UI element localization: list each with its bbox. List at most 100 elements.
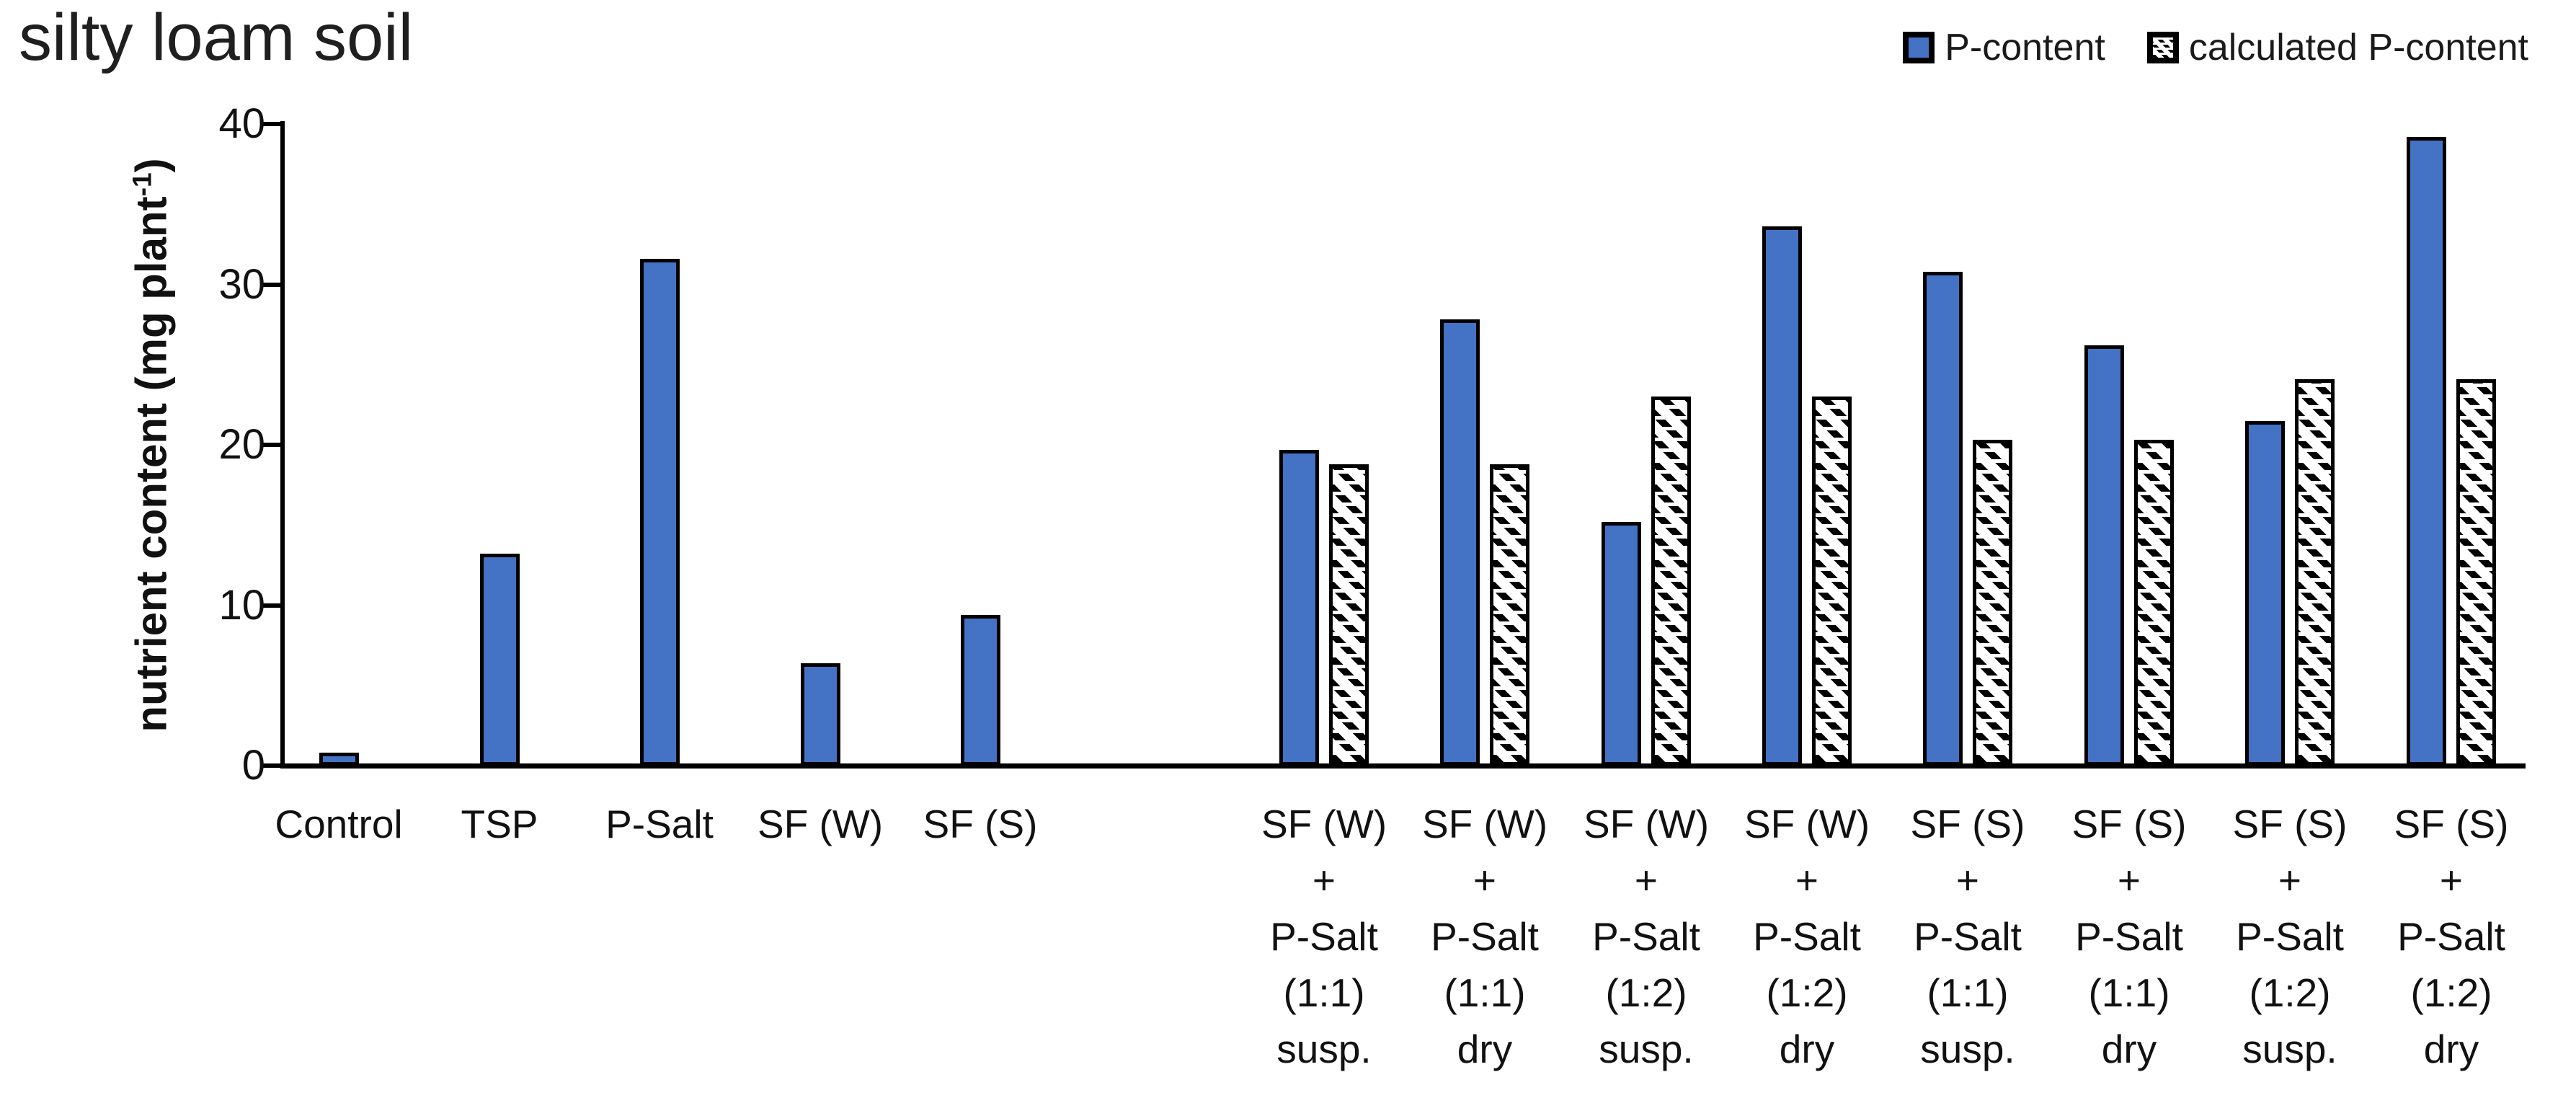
bar-p-content bbox=[1279, 449, 1319, 766]
legend-item-p-content: P-content bbox=[1903, 26, 2105, 69]
category-label-line: P-Salt bbox=[2075, 914, 2183, 959]
category-label-line: SF (W) bbox=[757, 802, 884, 846]
category-label-line: + bbox=[2117, 858, 2141, 903]
category-label-line: susp. bbox=[2242, 1027, 2337, 1071]
y-axis-tick-label: 10 bbox=[218, 581, 265, 629]
bar-p-content bbox=[319, 753, 359, 766]
bar-p-content bbox=[1762, 226, 1802, 766]
legend-swatch-p-content-icon bbox=[1903, 32, 1935, 63]
category-label: SF (S) + P-Salt (1:1) susp. bbox=[1911, 796, 2025, 1077]
y-axis-tick-mark bbox=[261, 443, 281, 447]
category-label: SF (W) + P-Salt (1:2) dry bbox=[1744, 796, 1870, 1077]
category-label-line: P-Salt bbox=[1753, 914, 1861, 959]
legend: P-content calculated P-content bbox=[1903, 26, 2528, 69]
category-label-line: P-Salt bbox=[1431, 914, 1539, 959]
x-axis-line bbox=[280, 763, 2526, 769]
bar-calculated-p-content bbox=[2295, 378, 2335, 766]
y-axis-tick-label: 20 bbox=[218, 421, 265, 468]
y-axis-tick-label: 30 bbox=[218, 260, 265, 308]
legend-swatch-calculated-p-content-icon bbox=[2146, 32, 2179, 63]
bar-p-content bbox=[2084, 345, 2124, 766]
category-label-line: SF (S) bbox=[2071, 802, 2187, 846]
category-label-line: P-Salt bbox=[1914, 914, 2022, 959]
category-label-line: + bbox=[1312, 858, 1336, 903]
y-axis-tick-mark bbox=[261, 763, 281, 768]
category-label: SF (S) + P-Salt (1:2) dry bbox=[2394, 796, 2509, 1077]
y-axis-tick-label: 40 bbox=[218, 100, 265, 147]
bar-calculated-p-content bbox=[2134, 440, 2174, 766]
category-label: Control bbox=[275, 796, 402, 852]
category-label-line: + bbox=[2439, 858, 2464, 903]
category-label-line: SF (S) bbox=[923, 802, 1038, 846]
category-label-line: TSP bbox=[461, 802, 538, 846]
y-axis-title-close-paren: ) bbox=[127, 157, 176, 172]
category-label-line: SF (S) bbox=[1910, 802, 2025, 846]
bar-calculated-p-content bbox=[2456, 378, 2496, 766]
y-axis-line bbox=[280, 121, 285, 769]
category-label-line: SF (W) bbox=[1583, 802, 1710, 846]
category-label-line: + bbox=[1634, 858, 1658, 903]
plot-area bbox=[283, 124, 2524, 766]
y-axis-tick-mark bbox=[261, 122, 281, 126]
category-label: SF (W) + P-Salt (1:2) susp. bbox=[1584, 796, 1709, 1077]
category-label: SF (W) + P-Salt (1:1) susp. bbox=[1261, 796, 1387, 1077]
bar-p-content bbox=[1440, 319, 1480, 766]
category-label-line: dry bbox=[2423, 1027, 2479, 1071]
category-label: SF (S) bbox=[923, 796, 1038, 852]
bar-p-content bbox=[1923, 271, 1963, 766]
category-label-line: + bbox=[1955, 858, 1980, 903]
category-label: SF (W) + P-Salt (1:1) dry bbox=[1422, 796, 1547, 1077]
category-label-line: P-Salt bbox=[2397, 914, 2505, 959]
y-axis-tick-mark bbox=[261, 282, 281, 287]
bar-p-content bbox=[1602, 521, 1641, 766]
y-axis-tick-label: 0 bbox=[241, 742, 265, 789]
category-label-line: (1:2) bbox=[1766, 970, 1848, 1015]
category-label-line: SF (W) bbox=[1421, 802, 1548, 846]
bar-p-content bbox=[639, 258, 680, 766]
y-axis-title-superscript: -1 bbox=[126, 172, 157, 196]
category-label-line: (1:1) bbox=[1444, 970, 1526, 1015]
legend-label-p-content: P-content bbox=[1945, 27, 2105, 68]
bar-p-content bbox=[2407, 136, 2446, 766]
bar-p-content bbox=[479, 554, 520, 766]
category-label-line: (1:2) bbox=[2410, 970, 2492, 1015]
bar-p-content bbox=[2245, 420, 2285, 766]
bar-calculated-p-content bbox=[1973, 440, 2012, 766]
category-label: TSP bbox=[461, 796, 538, 852]
category-label-line: Control bbox=[275, 802, 403, 846]
category-label-line: (1:2) bbox=[2249, 970, 2331, 1015]
chart-title: silty loam soil bbox=[19, 1, 414, 74]
category-label: SF (S) + P-Salt (1:2) susp. bbox=[2233, 796, 2348, 1077]
category-label-line: + bbox=[1795, 858, 1819, 903]
category-label-line: (1:1) bbox=[2088, 970, 2170, 1015]
category-label-line: P-Salt bbox=[605, 802, 714, 846]
category-label-line: (1:1) bbox=[1283, 970, 1365, 1015]
category-label-line: (1:2) bbox=[1605, 970, 1687, 1015]
category-label-line: SF (S) bbox=[2394, 802, 2509, 846]
category-label-line: susp. bbox=[1920, 1027, 2015, 1071]
y-axis-tick-mark bbox=[261, 603, 281, 608]
category-label-line: + bbox=[1473, 858, 1497, 903]
category-label: P-Salt bbox=[605, 796, 714, 852]
category-label-line: + bbox=[2278, 858, 2302, 903]
category-label-line: dry bbox=[2101, 1027, 2157, 1071]
bar-calculated-p-content bbox=[1490, 464, 1529, 766]
category-label-line: SF (S) bbox=[2232, 802, 2348, 846]
legend-item-calculated-p-content: calculated P-content bbox=[2146, 26, 2528, 69]
category-label-line: dry bbox=[1779, 1027, 1835, 1071]
bar-calculated-p-content bbox=[1651, 397, 1691, 766]
bar-p-content bbox=[800, 663, 840, 766]
category-label-line: dry bbox=[1457, 1027, 1513, 1071]
category-label-line: P-Salt bbox=[1592, 914, 1700, 959]
legend-label-calculated-p-content: calculated P-content bbox=[2188, 27, 2528, 68]
category-label-line: P-Salt bbox=[2236, 914, 2344, 959]
category-label-line: P-Salt bbox=[1270, 914, 1378, 959]
category-label-line: SF (W) bbox=[1261, 802, 1387, 846]
bar-calculated-p-content bbox=[1329, 464, 1369, 766]
bar-calculated-p-content bbox=[1812, 397, 1852, 766]
category-label-line: susp. bbox=[1599, 1027, 1694, 1071]
category-label: SF (W) bbox=[758, 796, 883, 852]
category-label-line: SF (W) bbox=[1744, 802, 1870, 846]
category-label: SF (S) + P-Salt (1:1) dry bbox=[2072, 796, 2187, 1077]
